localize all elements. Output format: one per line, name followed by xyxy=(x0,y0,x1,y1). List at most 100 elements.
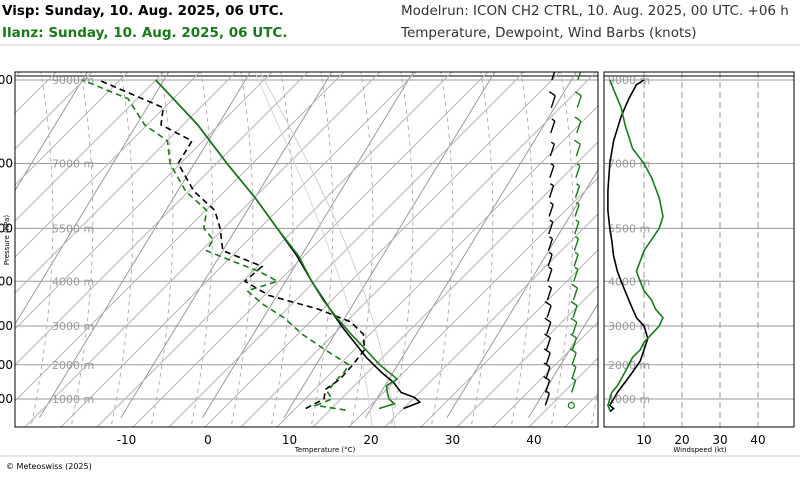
dry-adiabat xyxy=(15,72,201,258)
moist-adiabat xyxy=(110,72,134,427)
barb-staff xyxy=(550,120,556,134)
barb-flag xyxy=(575,236,579,240)
dry-adiabat xyxy=(456,285,598,427)
ilanz-temperature-line xyxy=(155,79,399,410)
altitude-label: 4000 m xyxy=(608,275,650,288)
visp-windspeed-line xyxy=(607,79,649,413)
barb-flag xyxy=(574,266,579,270)
barb-flag xyxy=(549,201,554,206)
wind-barb xyxy=(547,266,553,282)
x-tick-label: 30 xyxy=(445,433,460,447)
dry-adiabat xyxy=(168,72,525,427)
dry-adiabat xyxy=(528,357,598,427)
wind-barb xyxy=(574,201,580,217)
barb-staff xyxy=(548,185,555,198)
dry-adiabat xyxy=(15,72,165,222)
parcel-curve xyxy=(254,72,373,427)
windspeed-frame xyxy=(603,71,795,428)
wind-barb xyxy=(574,91,582,108)
ilanz-windspeed-line xyxy=(607,79,664,411)
dry-adiabat xyxy=(60,72,417,427)
wind-barb xyxy=(569,348,577,366)
altitude-label: 1000 m xyxy=(52,393,94,406)
dry-adiabat xyxy=(15,72,57,114)
barb-staff xyxy=(573,254,579,267)
skewt-axis-ticks: 300 400 500 600 700 800 900 -10 0 10 20 30 40 xyxy=(0,73,542,447)
dry-adiabat xyxy=(132,72,489,427)
y-tick-label: 700 xyxy=(0,319,13,333)
barb-flag xyxy=(576,183,580,187)
wind-barb xyxy=(547,251,553,267)
barb-staff xyxy=(577,72,582,81)
wind-barb xyxy=(548,201,554,217)
wind-barb xyxy=(550,118,556,134)
skewt-altitude-labels: 9000 m 7000 m 5500 m 4000 m 3000 m 2000 m 1000… xyxy=(52,74,94,406)
dry-adiabat xyxy=(420,249,598,427)
wind-barb xyxy=(573,139,581,157)
barb-staff xyxy=(547,254,553,267)
barb-flag xyxy=(573,139,581,145)
wind-barb xyxy=(574,183,581,198)
barb-staff xyxy=(572,305,578,318)
barb-staff xyxy=(574,185,581,198)
dry-adiabat xyxy=(15,72,309,366)
moist-adiabat xyxy=(70,72,94,427)
title-modelrun: Modelrun: ICON CH2 CTRL, 10. Aug. 2025, … xyxy=(401,3,789,19)
barb-flag xyxy=(543,375,550,382)
barb-staff xyxy=(546,287,553,301)
barb-staff xyxy=(547,269,553,282)
barb-flag xyxy=(549,236,553,240)
barb-staff xyxy=(549,143,555,157)
barb-staff xyxy=(544,393,550,406)
wind-barb xyxy=(548,183,555,198)
moist-adiabat xyxy=(230,72,254,427)
barb-flag xyxy=(570,317,578,323)
barb-staff xyxy=(550,95,556,108)
barb-staff xyxy=(545,366,551,380)
moist-adiabat xyxy=(470,72,494,427)
barb-flag xyxy=(575,219,580,223)
moist-adiabat xyxy=(310,72,334,427)
barb-flag xyxy=(548,266,553,270)
barb-staff xyxy=(546,305,552,318)
visp-dewpoint-line xyxy=(98,79,366,410)
barb-staff xyxy=(571,366,577,380)
moist-adiabat xyxy=(150,72,174,427)
barb-flag xyxy=(550,183,554,187)
altitude-label: 5500 m xyxy=(52,222,94,235)
dry-adiabat xyxy=(348,177,598,427)
isotherm xyxy=(201,72,414,419)
moist-adiabat xyxy=(390,72,414,427)
isotherm xyxy=(15,72,88,192)
barb-staff xyxy=(548,221,554,235)
windspeed-x-tick-label: 40 xyxy=(750,433,765,447)
wind-barb xyxy=(546,285,553,301)
x-tick-label: -10 xyxy=(117,433,137,447)
x-tick-label: 10 xyxy=(282,433,297,447)
wind-barb xyxy=(549,141,555,157)
isotherm xyxy=(38,72,251,419)
barb-flag xyxy=(544,333,551,339)
dry-adiabat xyxy=(384,213,598,427)
barb-staff xyxy=(571,352,577,366)
dry-adiabat xyxy=(96,72,453,427)
barb-staff xyxy=(574,221,580,235)
title-visp: Visp: Sunday, 10. Aug. 2025, 06 UTC. xyxy=(2,3,284,19)
barb-flag xyxy=(570,333,577,339)
skewt-profiles xyxy=(82,79,422,411)
barb-staff xyxy=(575,143,581,157)
wind-barb xyxy=(570,317,578,335)
wind-barb xyxy=(544,317,552,335)
barb-flag xyxy=(550,64,556,68)
moist-adiabat xyxy=(590,386,598,427)
barb-staff xyxy=(549,165,555,178)
isotherm xyxy=(364,72,577,419)
barb-flag xyxy=(574,251,579,255)
barb-flag xyxy=(551,118,556,122)
x-tick-label: 20 xyxy=(363,433,378,447)
altitude-label: 9000 m xyxy=(608,74,650,87)
dry-adiabat xyxy=(276,105,598,427)
altitude-label: 3000 m xyxy=(52,320,94,333)
altitude-label: 1000 m xyxy=(608,393,650,406)
